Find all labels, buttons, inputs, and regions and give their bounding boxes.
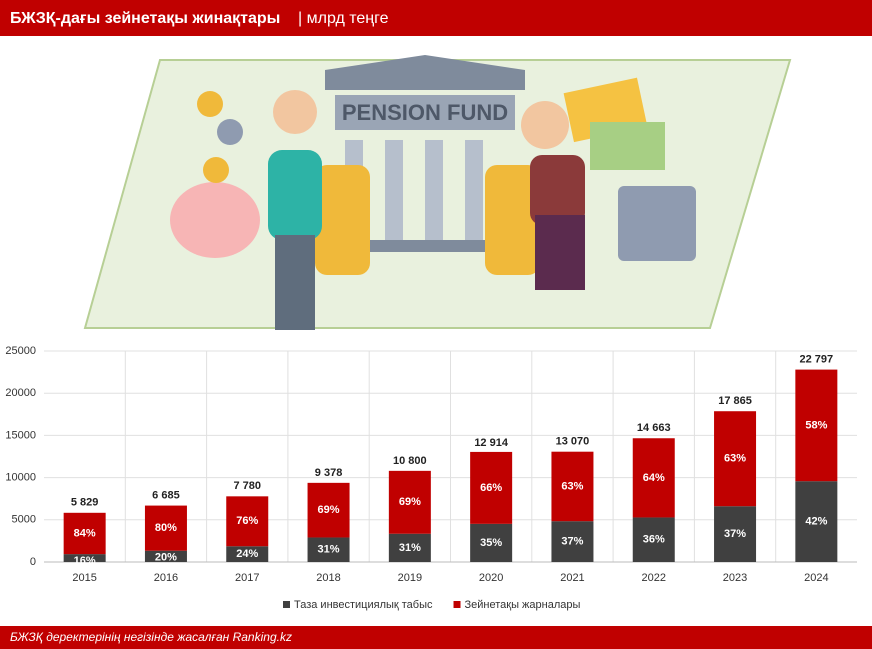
x-tick-label: 2016 — [154, 572, 178, 584]
segment-label: 36% — [643, 534, 665, 546]
bar-segment — [795, 481, 838, 562]
bar-segment — [470, 523, 513, 562]
segment-label: 84% — [74, 527, 96, 539]
title: БЖЗҚ-дағы зейнетақы жинақтары — [10, 10, 280, 27]
chart: 0 5000 10000 15000 20000 25000 2015 16% 84% 5 829… — [5, 345, 857, 611]
y-tick-label: 0 — [30, 556, 36, 568]
segment-label: 31% — [318, 544, 340, 556]
total-label: 14 663 — [637, 422, 671, 434]
total-label: 9 378 — [315, 467, 343, 479]
segment-label: 37% — [724, 528, 746, 540]
y-tick-label: 25000 — [5, 345, 36, 357]
bar-segment — [714, 411, 757, 507]
legend-label: Зейнетақы жарналары — [465, 599, 581, 611]
total-label: 6 685 — [152, 489, 180, 501]
bar-segment — [470, 451, 513, 524]
segment-label: 58% — [805, 419, 827, 431]
x-tick-label: 2017 — [235, 572, 259, 584]
segment-label: 64% — [643, 472, 665, 484]
segment-label: 20% — [155, 552, 177, 564]
total-label: 13 070 — [556, 436, 590, 448]
segment-label: 80% — [155, 522, 177, 534]
bar-segment — [388, 470, 431, 534]
bar-segment — [632, 438, 675, 518]
bar-segment — [144, 550, 187, 562]
illustration-text: PENSION FUND — [342, 100, 508, 125]
x-tick-label: 2018 — [316, 572, 340, 584]
total-label: 22 797 — [800, 353, 834, 365]
bar-segment — [714, 506, 757, 562]
unit: | млрд теңге — [298, 10, 389, 27]
bar-segment — [307, 537, 350, 562]
segment-label: 42% — [805, 516, 827, 528]
bar-segment — [63, 554, 106, 562]
bar-segment — [226, 546, 269, 562]
segment-label: 31% — [399, 542, 421, 554]
y-tick-label: 10000 — [5, 472, 36, 484]
bar-segment — [388, 533, 431, 562]
segment-label: 24% — [236, 548, 258, 560]
illustration: PENSION FUND — [83, 55, 792, 330]
bar-segment — [226, 496, 269, 547]
bar-segment — [144, 505, 187, 551]
x-tick-label: 2020 — [479, 572, 503, 584]
y-tick-label: 5000 — [12, 514, 36, 526]
total-label: 10 800 — [393, 455, 427, 467]
bar-segment — [795, 369, 838, 482]
bar-segment — [307, 482, 350, 538]
bar-segment — [551, 451, 594, 522]
segment-label: 16% — [74, 555, 96, 567]
total-label: 5 829 — [71, 497, 99, 509]
x-tick-label: 2022 — [642, 572, 666, 584]
segment-label: 66% — [480, 482, 502, 494]
x-tick-label: 2023 — [723, 572, 747, 584]
x-tick-label: 2024 — [804, 572, 828, 584]
bar-segment — [63, 512, 106, 555]
total-label: 17 865 — [718, 395, 752, 407]
legend-label: Таза инвестициялық табыс — [294, 599, 433, 611]
footer-bar — [0, 626, 872, 649]
segment-label: 69% — [399, 496, 421, 508]
legend-swatch — [283, 601, 290, 608]
segment-label: 76% — [236, 515, 258, 527]
header-bar — [0, 0, 872, 36]
x-tick-label: 2021 — [560, 572, 584, 584]
y-tick-label: 15000 — [5, 429, 36, 441]
footer: БЖЗҚ деректерінің негізінде жасалған Ran… — [10, 630, 292, 644]
bar-segment — [551, 521, 594, 562]
total-label: 7 780 — [233, 480, 261, 492]
segment-label: 37% — [561, 535, 583, 547]
segment-label: 69% — [318, 504, 340, 516]
total-label: 12 914 — [474, 437, 509, 449]
segment-label: 35% — [480, 537, 502, 549]
segment-label: 63% — [724, 453, 746, 465]
segment-label: 63% — [561, 480, 583, 492]
y-tick-label: 20000 — [5, 387, 36, 399]
legend-swatch — [453, 601, 461, 608]
x-tick-label: 2019 — [398, 572, 422, 584]
bar-segment — [632, 517, 675, 562]
x-tick-label: 2015 — [72, 572, 96, 584]
